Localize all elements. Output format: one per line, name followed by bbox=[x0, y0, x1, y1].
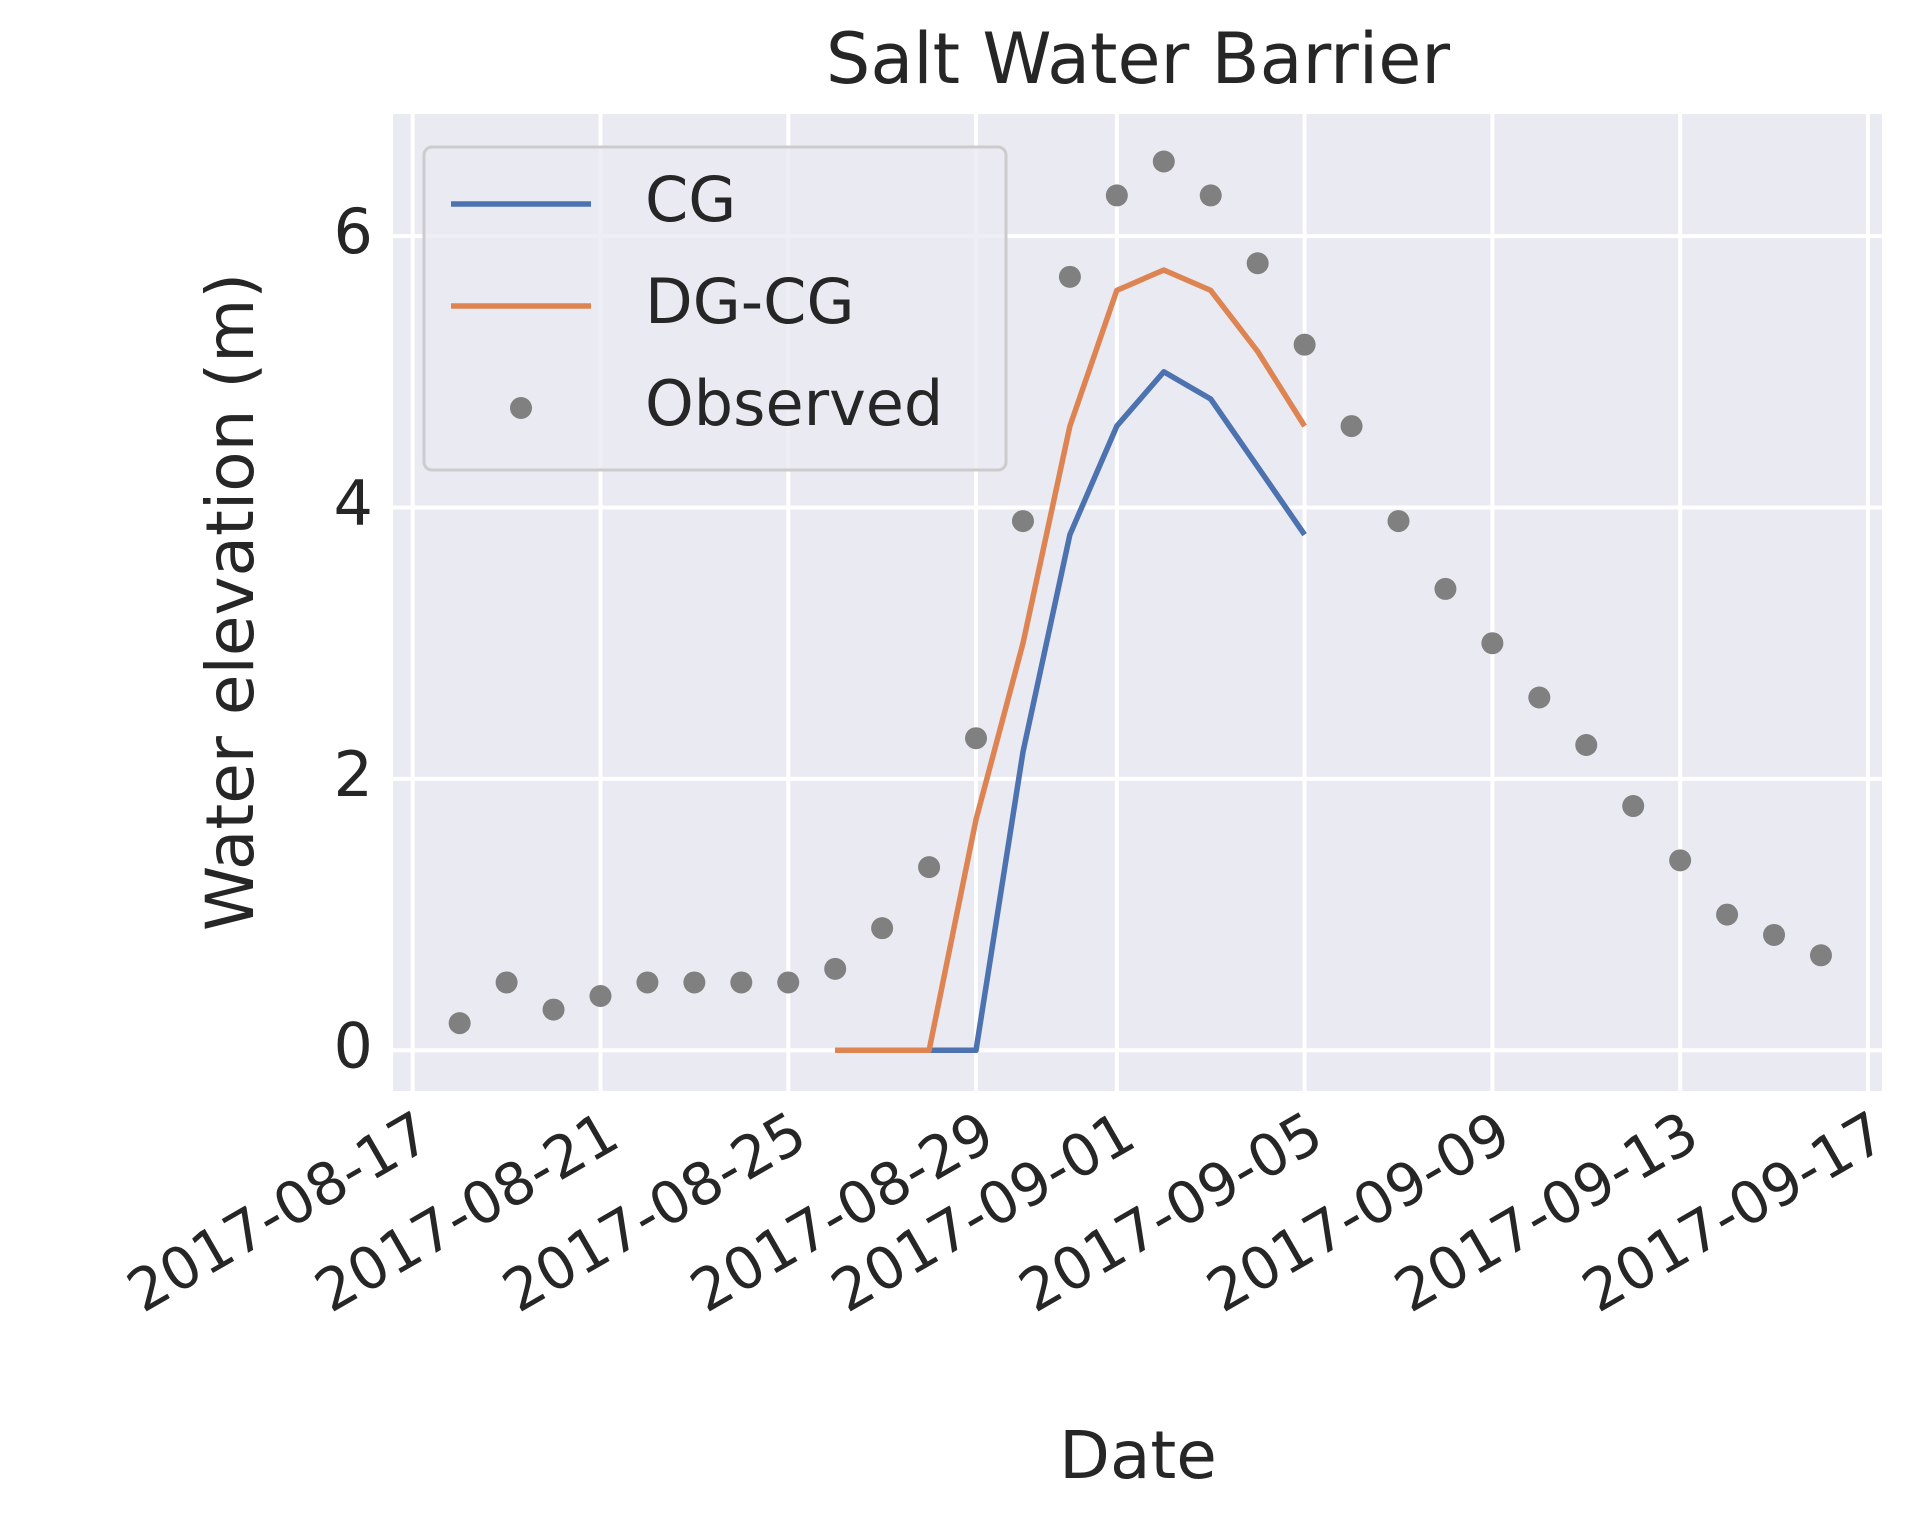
y-tick-label: 2 bbox=[334, 738, 373, 811]
legend-box bbox=[422, 145, 1008, 472]
chart-title: Salt Water Barrier bbox=[826, 18, 1450, 100]
observed-point bbox=[1481, 632, 1504, 655]
observed-point bbox=[1763, 923, 1786, 946]
observed-point bbox=[871, 917, 894, 940]
observed-point bbox=[965, 727, 988, 750]
observed-point bbox=[636, 971, 659, 994]
observed-point bbox=[777, 971, 800, 994]
observed-point bbox=[1011, 510, 1034, 533]
observed-point bbox=[730, 971, 753, 994]
observed-point bbox=[1340, 415, 1363, 438]
observed-point bbox=[1622, 795, 1645, 818]
observed-point bbox=[1152, 150, 1175, 173]
legend-marker bbox=[510, 397, 532, 419]
observed-point bbox=[1716, 903, 1739, 926]
legend-label: Observed bbox=[645, 367, 943, 440]
observed-point bbox=[1105, 184, 1128, 207]
y-tick-label: 6 bbox=[334, 195, 373, 268]
series-line bbox=[835, 267, 1307, 1054]
observed-point bbox=[1528, 686, 1551, 709]
observed-point bbox=[1058, 265, 1081, 288]
observed-point bbox=[1575, 733, 1598, 756]
y-tick-label: 4 bbox=[334, 467, 373, 540]
legend-label: DG-CG bbox=[645, 265, 855, 338]
observed-point bbox=[589, 985, 612, 1008]
observed-point bbox=[1246, 252, 1269, 275]
observed-point bbox=[448, 1012, 471, 1035]
observed-point bbox=[1669, 849, 1692, 872]
observed-point bbox=[1293, 333, 1316, 356]
y-axis-label: Water elevation (m) bbox=[192, 273, 269, 931]
observed-point bbox=[918, 856, 941, 879]
y-tick-label: 0 bbox=[334, 1009, 373, 1082]
x-axis-label: Date bbox=[1059, 1417, 1217, 1494]
observed-point bbox=[542, 998, 565, 1021]
observed-point bbox=[1809, 944, 1832, 967]
observed-point bbox=[495, 971, 518, 994]
observed-point bbox=[824, 957, 847, 980]
legend-label: CG bbox=[645, 163, 736, 236]
observed-point bbox=[1387, 510, 1410, 533]
observed-point bbox=[683, 971, 706, 994]
observed-point bbox=[1434, 577, 1457, 600]
observed-point bbox=[1199, 184, 1222, 207]
